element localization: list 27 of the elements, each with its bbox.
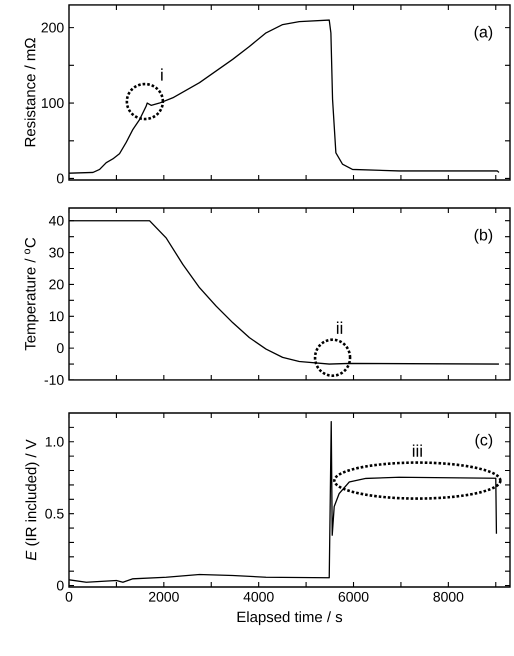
- y-axis-title: E (IR included) / V: [25, 439, 40, 560]
- annotation: (a): [474, 26, 492, 41]
- y-tick-label: 0: [56, 343, 64, 354]
- x-tick-label: 0: [66, 592, 72, 602]
- y-tick-label: 0.5: [45, 508, 64, 519]
- y-tick-label: -10: [44, 375, 64, 385]
- y-axis-title: Resistance / mΩ: [24, 38, 36, 146]
- y-tick-label: 30: [49, 248, 64, 258]
- annotation: iii: [412, 444, 422, 457]
- y-axis-title: Temperature / $^{o}$C: [24, 238, 38, 350]
- y-tick-label: 0: [56, 174, 64, 184]
- annotation: (c): [476, 434, 492, 449]
- x-tick-label: 4000: [243, 592, 274, 602]
- x-tick-label: 2000: [149, 592, 179, 602]
- annotation: i: [161, 68, 163, 81]
- y-tick-label: 40: [48, 216, 64, 226]
- annotation: ii: [336, 322, 342, 334]
- y-tick-label: 100: [42, 98, 64, 108]
- y-tick-label: 0: [56, 580, 64, 590]
- x-tick-label: 8000: [433, 592, 464, 602]
- x-tick-label: 6000: [338, 592, 368, 602]
- y-tick-label: 1.0: [46, 436, 64, 447]
- x-axis-title: Elapsed time / s: [238, 611, 342, 626]
- y-tick-label: 10: [50, 311, 64, 322]
- annotation: (b): [474, 228, 492, 244]
- y-tick-label: 200: [42, 22, 64, 33]
- y-tick-label: 20: [49, 279, 64, 290]
